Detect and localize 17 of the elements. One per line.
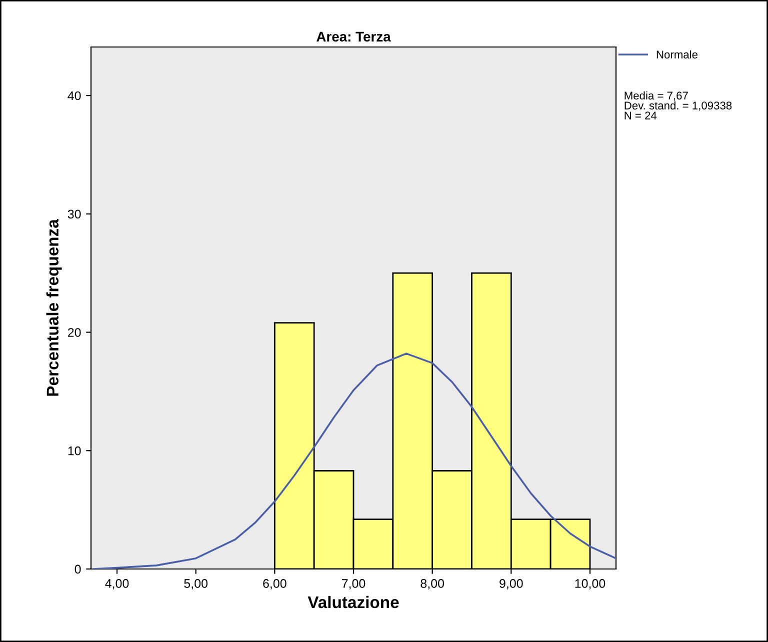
x-tick-label: 9,00 — [500, 579, 523, 590]
y-tick-label: 10 — [68, 446, 81, 456]
x-axis-title: Valutazione — [308, 596, 399, 608]
y-tick-label: 40 — [68, 91, 81, 100]
x-tick-label: 7,00 — [342, 579, 366, 590]
y-tick-label: 20 — [68, 328, 81, 337]
y-axis-title: Percentuale frequenza — [46, 218, 62, 396]
y-tick-label: 30 — [68, 210, 81, 219]
x-tick-label: 8,00 — [420, 579, 444, 590]
x-tick-label: 5,00 — [184, 579, 208, 590]
legend-label: Normale — [656, 50, 698, 58]
chart-title: Area: Terza — [316, 32, 391, 42]
x-tick-label: 4,00 — [105, 579, 129, 590]
y-tick-label: 0 — [74, 564, 81, 574]
text: Media = 7,67 Dev. stand. = 1,09338 N = 24 — [624, 91, 732, 120]
x-tick-label: 10,00 — [575, 579, 606, 590]
x-tick-label: 6,00 — [263, 579, 286, 590]
